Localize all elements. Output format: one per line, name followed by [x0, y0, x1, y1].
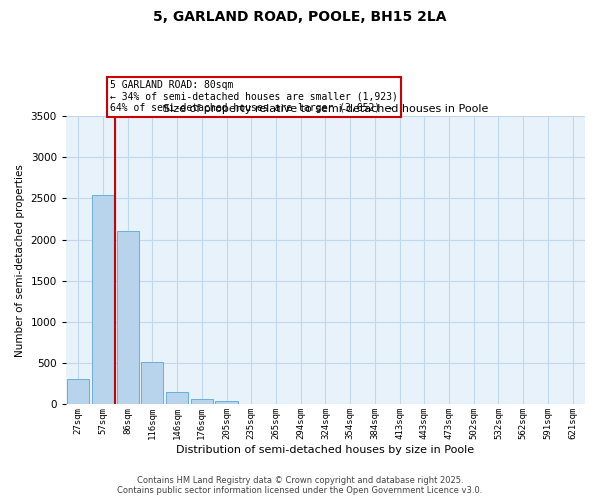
Title: Size of property relative to semi-detached houses in Poole: Size of property relative to semi-detach… [163, 104, 488, 114]
Bar [116, 230, 139, 404]
X-axis label: Distribution of semi-detached houses by size in Poole: Distribution of semi-detached houses by … [176, 445, 475, 455]
Y-axis label: Number of semi-detached properties: Number of semi-detached properties [15, 164, 25, 356]
Text: Contains HM Land Registry data © Crown copyright and database right 2025.
Contai: Contains HM Land Registry data © Crown c… [118, 476, 482, 495]
Bar [191, 398, 213, 404]
Bar [141, 362, 163, 405]
Text: 5, GARLAND ROAD, POOLE, BH15 2LA: 5, GARLAND ROAD, POOLE, BH15 2LA [153, 10, 447, 24]
Bar [166, 392, 188, 404]
Bar [215, 401, 238, 404]
Text: 5 GARLAND ROAD: 80sqm
← 34% of semi-detached houses are smaller (1,923)
64% of s: 5 GARLAND ROAD: 80sqm ← 34% of semi-deta… [110, 80, 398, 113]
Bar [67, 379, 89, 404]
Bar [92, 195, 114, 404]
